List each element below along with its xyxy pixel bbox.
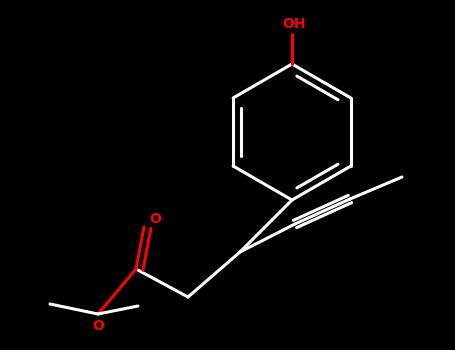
- Text: OH: OH: [282, 17, 306, 31]
- Text: O: O: [149, 212, 161, 226]
- Text: O: O: [92, 319, 104, 333]
